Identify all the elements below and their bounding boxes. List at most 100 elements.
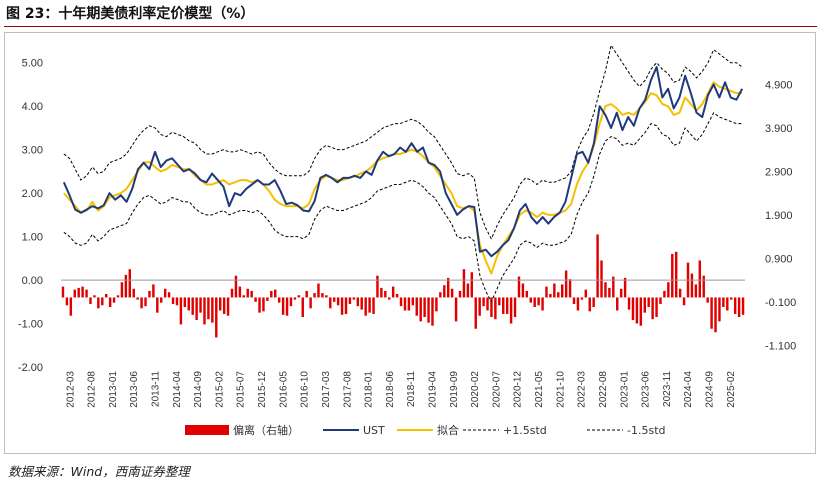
deviation-bar <box>372 297 375 314</box>
x-tick-label: 2016-05 <box>278 371 289 408</box>
deviation-bar <box>486 297 489 311</box>
deviation-bar <box>564 270 568 298</box>
y-right-tick-label: 4.900 <box>765 79 793 91</box>
x-axis-ticks: 2012-03 2012-08 2013-01 2013-06 2013-11 2014-… <box>65 371 737 408</box>
deviation-bar <box>395 293 399 298</box>
deviation-bar <box>572 297 576 304</box>
deviation-bar <box>458 290 462 298</box>
deviation-bar <box>325 295 328 298</box>
deviation-bar <box>584 289 588 298</box>
deviation-bar <box>698 260 702 298</box>
deviation-bar <box>167 292 171 298</box>
deviation-bar <box>419 297 422 322</box>
deviation-bar <box>226 297 230 316</box>
deviation-bar <box>148 290 151 298</box>
deviation-bar <box>505 297 509 314</box>
deviation-bar <box>128 269 132 298</box>
deviation-bar <box>623 277 627 298</box>
deviation-bar <box>737 297 741 318</box>
deviation-bar <box>529 297 532 303</box>
deviation-bar <box>627 297 631 310</box>
deviation-bar <box>348 297 352 304</box>
x-tick-label: 2013-06 <box>129 371 140 408</box>
deviation-bar <box>502 297 505 314</box>
deviation-bar <box>140 297 143 309</box>
deviation-bar <box>116 295 120 298</box>
deviation-bar <box>490 297 493 318</box>
deviation-bar <box>690 273 694 298</box>
deviation-bar <box>604 282 607 298</box>
deviation-bar <box>521 283 525 298</box>
deviation-bar <box>722 297 725 308</box>
deviation-bar <box>678 288 682 298</box>
deviation-bar <box>541 297 544 311</box>
deviation-bar <box>549 293 552 298</box>
x-tick-label: 2025-02 <box>726 371 737 408</box>
deviation-bar <box>462 269 466 298</box>
series-line-upper-band <box>63 44 743 240</box>
y-left-tick-label: 4.00 <box>22 101 43 113</box>
legend: 偏离（右轴） UST 拟合 +1.5std -1.5std <box>185 423 666 437</box>
deviation-bar <box>211 297 214 323</box>
x-tick-label: 2019-04 <box>428 371 439 408</box>
deviation-bar <box>718 297 721 322</box>
deviation-bar <box>580 297 584 300</box>
x-tick-label: 2020-07 <box>491 371 502 408</box>
deviation-bar <box>120 282 124 298</box>
y-left-tick-label: 0.00 <box>22 275 43 287</box>
deviation-bar <box>332 297 336 302</box>
deviation-bar <box>218 297 222 311</box>
deviation-bar <box>313 293 316 298</box>
deviation-bar <box>136 297 139 300</box>
deviation-bar <box>663 290 666 298</box>
deviation-bar <box>112 297 116 303</box>
right-axis: 4.900 3.900 2.900 1.900 0.900 -0.100 -1.100 <box>765 79 796 352</box>
series-line-fitted <box>63 81 743 275</box>
deviation-bar <box>639 297 643 326</box>
deviation-bar <box>384 290 387 298</box>
x-tick-label: 2023-11 <box>662 371 673 407</box>
deviation-bar <box>635 297 639 324</box>
deviation-bar <box>329 297 332 309</box>
deviation-bar <box>714 297 717 333</box>
deviation-bar <box>557 292 560 298</box>
deviation-bars <box>61 234 745 338</box>
deviation-bar <box>368 297 371 313</box>
deviation-bar <box>340 297 344 315</box>
x-tick-label: 2017-08 <box>342 371 353 408</box>
y-left-tick-label: 3.00 <box>22 145 43 157</box>
x-tick-label: 2020-02 <box>470 371 481 408</box>
deviation-bar <box>399 297 403 307</box>
deviation-bar <box>108 297 112 308</box>
deviation-bar <box>600 260 603 298</box>
deviation-bar <box>659 297 662 304</box>
deviation-bar <box>431 297 434 326</box>
series-line-ust <box>62 66 744 258</box>
deviation-bar <box>199 297 202 313</box>
deviation-bar <box>344 297 348 314</box>
x-tick-label: 2022-03 <box>577 371 588 408</box>
deviation-bar <box>207 297 210 320</box>
chart-svg: 5.00 4.00 3.00 2.00 1.00 0.00 -1.00 -2.00 4.900… <box>18 44 796 437</box>
title-rule <box>4 26 817 27</box>
source-note: 数据来源：Wind，西南证券整理 <box>8 464 190 479</box>
deviation-bar <box>234 275 238 298</box>
deviation-bar <box>179 297 183 325</box>
y-right-tick-label: 1.900 <box>765 210 793 222</box>
deviation-bar <box>568 279 572 298</box>
deviation-bar <box>65 297 69 306</box>
deviation-bar <box>647 297 650 308</box>
deviation-bar <box>281 297 285 315</box>
deviation-bar <box>81 286 84 298</box>
deviation-bar <box>423 297 426 318</box>
deviation-bar <box>726 297 729 311</box>
deviation-bar <box>710 297 713 329</box>
deviation-bar <box>450 288 454 298</box>
deviation-bar <box>380 287 383 298</box>
left-axis: 5.00 4.00 3.00 2.00 1.00 0.00 -1.00 -2.00 <box>18 58 43 374</box>
deviation-bar <box>466 283 470 298</box>
x-tick-label: 2019-09 <box>449 371 460 408</box>
deviation-bar <box>741 297 745 315</box>
y-right-tick-label: 2.900 <box>765 166 793 178</box>
y-right-tick-label: -0.100 <box>765 297 796 309</box>
